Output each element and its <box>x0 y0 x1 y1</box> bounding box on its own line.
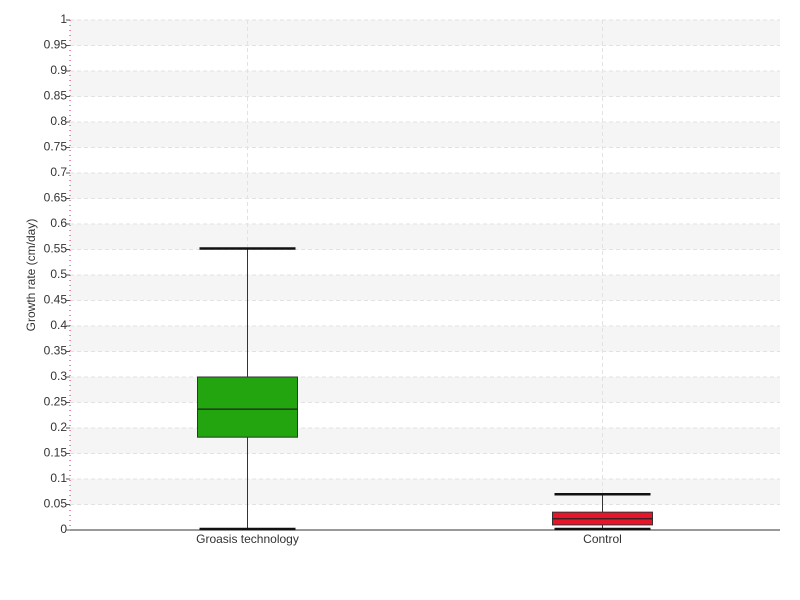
y-tick-label: 0.75 <box>44 140 68 154</box>
band <box>70 428 780 454</box>
y-tick-label: 0.15 <box>44 446 68 460</box>
y-tick-label: 0.2 <box>50 420 67 434</box>
y-tick-label: 0.35 <box>44 344 68 358</box>
x-tick-label: Control <box>583 532 622 546</box>
y-axis-label: Growth rate (cm/day) <box>24 219 38 332</box>
y-tick-label: 0.95 <box>44 38 68 52</box>
y-tick-label: 0.9 <box>50 63 67 77</box>
band <box>70 173 780 199</box>
x-tick-label: Groasis technology <box>196 532 299 546</box>
band <box>70 377 780 403</box>
band <box>70 275 780 301</box>
band <box>70 224 780 250</box>
y-tick-label: 0.5 <box>50 267 67 281</box>
y-tick-label: 0.05 <box>44 497 68 511</box>
y-tick-label: 0.65 <box>44 191 68 205</box>
y-tick-label: 0.7 <box>50 165 67 179</box>
band <box>70 326 780 352</box>
band <box>70 71 780 97</box>
y-tick-label: 0.3 <box>50 369 67 383</box>
y-tick-label: 0.85 <box>44 89 68 103</box>
y-tick-label: 0.25 <box>44 395 68 409</box>
band <box>70 122 780 148</box>
box <box>197 376 298 438</box>
y-tick-label: 0.8 <box>50 114 67 128</box>
band <box>70 479 780 505</box>
y-tick-label: 0.1 <box>50 471 67 485</box>
y-tick-label: 1 <box>60 12 67 26</box>
y-tick-label: 0.6 <box>50 216 67 230</box>
y-tick-label: 0.55 <box>44 242 68 256</box>
grid: 0 0.05 0.1 0.15 0.2 0.25 0.3 0.35 0.4 0.45 0.5 0.55… <box>44 12 780 536</box>
band <box>70 20 780 46</box>
y-tick-label: 0.45 <box>44 293 68 307</box>
plot-background <box>70 20 780 505</box>
plot-marks: Groasis technology Control <box>196 247 653 546</box>
y-tick-label: 0 <box>60 522 67 536</box>
y-tick-label: 0.4 <box>50 318 67 332</box>
